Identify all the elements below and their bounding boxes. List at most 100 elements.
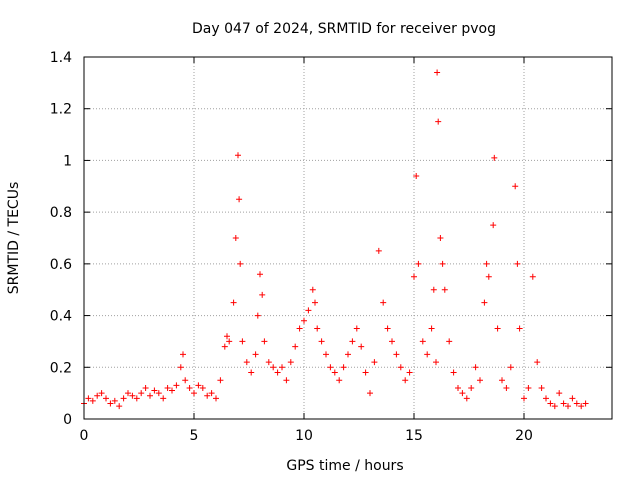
data-point bbox=[107, 400, 114, 407]
data-point bbox=[419, 338, 426, 345]
data-point bbox=[481, 299, 488, 306]
data-point bbox=[491, 154, 498, 161]
data-point bbox=[120, 395, 127, 402]
data-point bbox=[543, 395, 549, 402]
x-tick-label: 20 bbox=[515, 428, 533, 444]
data-point bbox=[573, 400, 580, 407]
chart-title: Day 047 of 2024, SRMTID for receiver pvo… bbox=[192, 21, 496, 37]
data-point bbox=[237, 260, 244, 267]
data-point bbox=[312, 299, 318, 306]
data-point bbox=[468, 384, 475, 391]
data-point bbox=[353, 325, 360, 332]
data-point bbox=[371, 359, 378, 366]
data-point bbox=[556, 390, 563, 397]
x-axis-label: GPS time / hours bbox=[286, 458, 403, 474]
data-point bbox=[155, 390, 162, 397]
data-point bbox=[177, 364, 184, 371]
data-point bbox=[274, 369, 281, 376]
data-point bbox=[103, 395, 109, 402]
data-point bbox=[232, 235, 239, 241]
data-point bbox=[248, 369, 255, 376]
data-point bbox=[186, 384, 193, 391]
data-point bbox=[259, 291, 266, 298]
data-point bbox=[292, 343, 299, 350]
data-point bbox=[446, 338, 453, 345]
y-tick-label: 1.2 bbox=[50, 102, 72, 118]
data-point bbox=[494, 325, 501, 332]
data-point bbox=[424, 351, 431, 358]
y-tick-label: 0.2 bbox=[50, 360, 72, 376]
data-point bbox=[164, 384, 171, 391]
data-point bbox=[578, 403, 585, 410]
data-point bbox=[349, 338, 356, 345]
data-point bbox=[397, 364, 404, 371]
data-point bbox=[142, 384, 149, 391]
data-point bbox=[430, 286, 437, 293]
data-point bbox=[160, 395, 167, 402]
data-point bbox=[367, 390, 373, 397]
plot-frame bbox=[83, 56, 613, 420]
data-point bbox=[314, 325, 321, 332]
data-point bbox=[180, 351, 186, 358]
data-point bbox=[413, 172, 420, 179]
data-point bbox=[224, 333, 230, 340]
data-point bbox=[411, 273, 417, 280]
data-point bbox=[116, 403, 123, 410]
data-point bbox=[389, 338, 395, 345]
data-point bbox=[463, 395, 470, 402]
data-point bbox=[525, 384, 532, 391]
data-point bbox=[455, 384, 461, 391]
y-axis-label: SRMTID / TECUs bbox=[6, 182, 22, 295]
data-point bbox=[514, 260, 521, 267]
data-point bbox=[147, 392, 153, 399]
data-point bbox=[279, 364, 285, 371]
data-point bbox=[490, 222, 497, 229]
data-point bbox=[483, 260, 490, 267]
data-point bbox=[375, 247, 382, 254]
data-point bbox=[265, 359, 272, 366]
data-point bbox=[213, 395, 219, 402]
data-point bbox=[173, 382, 180, 389]
data-point bbox=[85, 395, 92, 402]
data-point bbox=[529, 273, 536, 280]
data-point bbox=[435, 118, 442, 125]
data-point bbox=[569, 395, 576, 402]
data-point bbox=[538, 384, 545, 391]
data-point bbox=[252, 351, 259, 358]
points-layer bbox=[81, 69, 589, 410]
data-point bbox=[521, 395, 527, 402]
data-point bbox=[428, 325, 435, 332]
data-point bbox=[437, 235, 444, 241]
data-point bbox=[235, 152, 241, 159]
data-point bbox=[138, 390, 145, 397]
data-point bbox=[336, 377, 343, 384]
data-point bbox=[257, 271, 263, 278]
data-point bbox=[182, 377, 189, 384]
data-point bbox=[485, 273, 492, 280]
data-point bbox=[362, 369, 369, 376]
data-point bbox=[305, 307, 312, 314]
data-point bbox=[199, 384, 206, 391]
data-point bbox=[283, 377, 290, 384]
data-point bbox=[133, 395, 140, 402]
data-point bbox=[415, 260, 422, 267]
data-point bbox=[125, 390, 131, 397]
data-point bbox=[582, 400, 589, 407]
data-point bbox=[270, 364, 277, 371]
data-point bbox=[287, 359, 294, 366]
data-point bbox=[239, 338, 246, 345]
data-point bbox=[507, 364, 514, 371]
data-point bbox=[499, 377, 505, 384]
data-point bbox=[477, 377, 483, 384]
data-point bbox=[358, 343, 365, 350]
data-point bbox=[406, 369, 413, 376]
y-tick-label: 0.4 bbox=[50, 309, 72, 325]
data-point bbox=[169, 387, 175, 394]
y-tick-label: 0 bbox=[63, 412, 72, 428]
data-point bbox=[551, 403, 558, 410]
data-point bbox=[129, 392, 136, 399]
data-point bbox=[402, 377, 409, 384]
data-point bbox=[384, 325, 391, 332]
